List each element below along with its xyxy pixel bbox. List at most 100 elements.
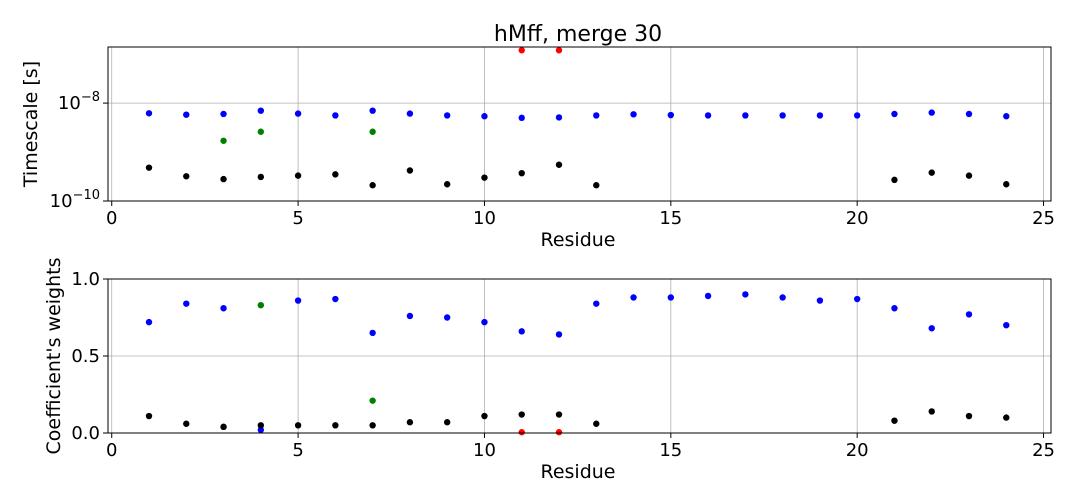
weights-data-point — [481, 412, 488, 420]
timescale-x-tick-label: 20 — [846, 208, 869, 229]
timescale-data-point — [145, 110, 153, 117]
weights-data-point — [294, 297, 302, 304]
timescale-points — [145, 47, 1010, 189]
weights-data-point — [1003, 322, 1010, 329]
weights-data-point — [779, 294, 786, 301]
timescale-data-point — [332, 171, 339, 178]
weights-x-axis-label: Residue — [540, 461, 615, 483]
weights-y-axis-label: Coefficient's weights — [43, 258, 65, 455]
timescale-data-point — [332, 112, 339, 119]
timescale-data-point — [518, 47, 525, 54]
weights-data-point — [742, 291, 749, 298]
timescale-data-point — [779, 112, 786, 119]
weights-points — [145, 291, 1010, 436]
weights-data-point — [965, 311, 973, 318]
timescale-data-point — [1003, 181, 1010, 188]
weights-data-point — [518, 328, 525, 335]
weights-data-point — [667, 294, 675, 301]
timescale-data-point — [704, 112, 712, 119]
weights-data-point — [257, 301, 265, 309]
weights-y-tick-label: 1.0 — [71, 269, 100, 290]
weights-data-point — [369, 329, 376, 337]
weights-data-point — [145, 412, 153, 420]
timescale-data-point — [220, 137, 227, 144]
weights-data-point — [928, 325, 935, 332]
weights-chart: 0 5 10 15 20 25 0.0 0.5 1.0 Residue Coefficient'… — [43, 258, 1055, 483]
timescale-data-point — [965, 172, 973, 179]
timescale-data-point — [965, 110, 973, 118]
timescale-data-point — [742, 112, 749, 119]
weights-data-point — [294, 422, 302, 429]
weights-y-tick-label: 0.5 — [71, 346, 100, 367]
timescale-data-point — [891, 176, 898, 184]
timescale-data-point — [294, 172, 302, 179]
weights-data-point — [928, 408, 935, 415]
timescale-data-point — [443, 112, 451, 119]
timescale-data-point — [369, 107, 376, 114]
timescale-x-axis-label: Residue — [540, 229, 615, 251]
weights-data-point — [555, 331, 563, 338]
timescale-data-point — [928, 109, 935, 116]
timescale-data-point — [294, 110, 302, 117]
weights-data-point — [965, 412, 973, 420]
weights-data-point — [555, 411, 563, 418]
weights-data-point — [891, 417, 898, 424]
weights-data-point — [406, 419, 414, 426]
timescale-data-point — [816, 112, 824, 119]
weights-data-point — [220, 423, 227, 431]
timescale-data-point — [183, 173, 190, 180]
timescale-data-point — [891, 110, 898, 118]
weights-data-point — [145, 318, 153, 326]
weights-x-tick-label: 0 — [106, 440, 117, 461]
timescale-data-point — [1003, 113, 1010, 120]
weights-data-point — [555, 429, 563, 436]
timescale-x-tick-label: 15 — [659, 208, 682, 229]
timescale-data-point — [593, 182, 600, 189]
weights-data-point — [443, 314, 451, 321]
timescale-data-point — [257, 107, 265, 114]
weights-x-tick-label: 25 — [1032, 440, 1055, 461]
weights-data-point — [481, 318, 488, 326]
timescale-data-point — [667, 111, 675, 119]
timescale-y-tick-label: 10−8 — [58, 90, 100, 114]
timescale-data-point — [630, 111, 637, 118]
timescale-axes-frame — [107, 46, 1052, 202]
timescale-data-point — [257, 128, 265, 135]
weights-data-point — [183, 420, 190, 427]
timescale-data-point — [406, 110, 414, 117]
weights-data-point — [406, 312, 414, 320]
weights-x-tick-label: 20 — [846, 440, 869, 461]
timescale-data-point — [443, 181, 451, 188]
weights-data-point — [630, 294, 637, 301]
timescale-data-point — [257, 173, 265, 181]
timescale-data-point — [518, 169, 525, 177]
timescale-data-point — [593, 112, 600, 119]
weights-data-point — [853, 295, 861, 303]
timescale-x-tick-label: 0 — [106, 208, 117, 229]
weights-data-point — [183, 300, 190, 307]
timescale-data-point — [928, 169, 935, 176]
weights-data-point — [332, 422, 339, 429]
weights-data-point — [593, 420, 600, 427]
timescale-data-point — [853, 112, 861, 119]
weights-data-point — [891, 305, 898, 312]
weights-data-point — [518, 411, 525, 418]
weights-y-tick-label: 0.0 — [71, 423, 100, 444]
weights-data-point — [518, 429, 525, 436]
timescale-data-point — [555, 114, 563, 121]
weights-x-tick-label: 10 — [473, 440, 496, 461]
timescale-data-point — [369, 182, 376, 189]
timescale-data-point — [220, 110, 227, 118]
weights-x-tick-label: 15 — [659, 440, 682, 461]
timescale-x-tick-label: 5 — [292, 208, 303, 229]
timescale-x-tick-label: 10 — [473, 208, 496, 229]
timescale-ticks: 0 5 10 15 20 25 10−10 10−8 — [50, 90, 1055, 229]
timescale-data-point — [555, 47, 563, 54]
weights-data-point — [257, 422, 265, 429]
weights-data-point — [369, 422, 376, 429]
timescale-data-point — [183, 111, 190, 118]
timescale-y-axis-label: Timescale [s] — [20, 61, 42, 188]
weights-ticks: 0 5 10 15 20 25 0.0 0.5 1.0 — [71, 269, 1055, 461]
weights-data-point — [593, 300, 600, 307]
